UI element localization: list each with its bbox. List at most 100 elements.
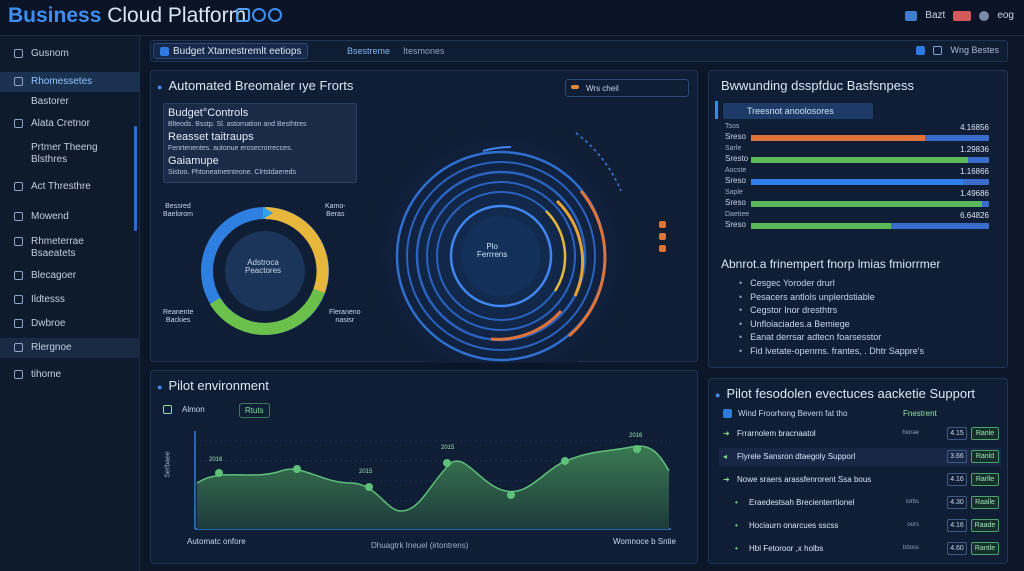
row-caption: Tsos — [725, 123, 740, 130]
row-meta: bboss — [902, 545, 919, 551]
top-toolbar: Budget Xtamestremlt eetiops Bsestreme It… — [150, 40, 1008, 62]
nav-icon — [14, 237, 23, 246]
donut-center — [225, 231, 305, 311]
row-label: Sreso — [725, 220, 746, 229]
row-status-badge[interactable]: Raade — [971, 519, 999, 532]
header-label[interactable]: eog — [997, 10, 1014, 21]
expand-icon[interactable] — [933, 45, 943, 55]
row-label: Sresto — [725, 154, 749, 163]
sidebar-item[interactable]: Ildtesss — [0, 290, 140, 310]
tab-secondary[interactable]: Itesmones — [403, 46, 445, 56]
bullet-item: Cegstor Inor dresthtrs — [739, 304, 924, 318]
table-row[interactable]: ➜ Frrarnolem bracnaatol hiorae 4.15 Ranle — [719, 425, 1001, 443]
brand-title[interactable]: Business Cloud Platform — [8, 4, 246, 28]
chart-annotation: 2015 — [441, 445, 455, 451]
row-arrow-icon: • — [735, 544, 738, 553]
sidebar-item-label: Gusnom — [31, 48, 69, 59]
donut-label-tl: Bessred Baelorom — [163, 203, 193, 218]
legend-icon — [163, 405, 172, 414]
sidebar-item-label: Bastorer — [31, 96, 69, 107]
brand-part2: Cloud Platform — [101, 4, 247, 27]
app-header: Business Cloud Platform Bazt eog — [0, 0, 1024, 36]
notification-icon[interactable] — [905, 10, 918, 21]
sidebar-item[interactable]: Gusnom — [0, 44, 140, 64]
legend-label: Almon — [182, 405, 205, 414]
sidebar-item[interactable]: Blecagoer — [0, 266, 140, 286]
reset-heading: Reasset taitraups — [168, 131, 254, 143]
row-caption: Sarle — [725, 145, 742, 152]
progress-fill — [751, 223, 892, 229]
campaign-heading: Gaiamupe — [168, 155, 219, 167]
selected-metric[interactable]: Treesnot anoolosores — [715, 101, 873, 119]
sidebar-item[interactable]: Rhmeterrae Bsaeatets — [0, 232, 140, 264]
tab-primary[interactable]: Bsestreme — [347, 46, 391, 56]
row-score: 4.16 — [947, 519, 967, 532]
sidebar-item[interactable]: Dwbroe — [0, 314, 140, 334]
row-score: 4.30 — [947, 496, 967, 509]
budget-heading: Budget°Controls — [168, 107, 249, 119]
row-caption: Daetiee — [725, 211, 750, 218]
panel-title: Bwwunding dsspfduc Basfsnpess — [721, 78, 914, 93]
nav-icon — [14, 49, 23, 58]
row-score: 4.16 — [947, 473, 967, 486]
table-row[interactable]: ◂ Flyrele Sansron dtaegoly Supporl 3.66 Ran… — [719, 448, 1001, 466]
row-value: 6.64826 — [960, 211, 989, 220]
reset-sub: Fenrtenentes. autonue erosecrorrecces. — [168, 145, 293, 152]
panel-search-input[interactable]: Wrs cheil — [565, 79, 689, 97]
row-status-badge[interactable]: Rarlle — [971, 473, 999, 486]
row-status-badge[interactable]: Rantle — [971, 542, 999, 555]
donut-yellow-arc — [264, 207, 329, 294]
breadcrumb-chip[interactable]: Budget Xtamestremlt eetiops — [153, 43, 309, 59]
row-status-badge[interactable]: Raalle — [971, 496, 999, 509]
table-row[interactable]: ➜ Nowe sraers arassfenrorent Ssa bous 4.16… — [719, 471, 1001, 489]
row-status-badge[interactable]: Ranld — [971, 450, 999, 463]
sidebar-item[interactable]: Prtmer Theeng Blsthres — [0, 138, 140, 170]
performance-panel: Bwwunding dsspfduc Basfsnpess Treesnot a… — [708, 70, 1008, 368]
bullet-list: Cesgec Yoroder drurlPesacers antlols unp… — [739, 277, 924, 359]
chart-annotation: 2016 — [629, 433, 643, 439]
row-caption: Aocste — [725, 167, 747, 174]
area-chart — [194, 431, 671, 530]
sidebar-item-label: tihome — [31, 369, 62, 380]
bullet-item: Unfloiaciades.a Bemiege — [739, 318, 924, 332]
sidebar-scrollbar[interactable] — [134, 126, 137, 231]
user-name[interactable]: Bazt — [925, 10, 946, 21]
chart-legend: Almon — [163, 405, 205, 414]
donut-label-bl: Reanente Backies — [163, 309, 194, 324]
nav-icon — [14, 182, 23, 191]
sidebar-item[interactable]: Act Thresthre — [0, 177, 140, 197]
progress-fill — [751, 179, 963, 185]
flag-icon[interactable] — [953, 10, 972, 21]
row-label: Sreso — [725, 132, 746, 141]
row-score: 4.60 — [947, 542, 967, 555]
x-label-left: Automatc onfore — [187, 537, 246, 546]
sidebar-item[interactable]: tihome — [0, 365, 140, 385]
toolbar-right-label[interactable]: Wng Bestes — [950, 45, 999, 55]
panel-title: ● Pilot environment — [157, 378, 269, 393]
table-row[interactable]: • Hociaurn onarcues sscss oors 4.16 Raade — [719, 517, 1001, 535]
settings-icon[interactable] — [979, 10, 990, 21]
row-text: Flyrele Sansron dtaegoly Supporl — [737, 452, 856, 461]
sidebar-item[interactable]: Rlergnoe — [0, 338, 140, 358]
table-row[interactable]: • Eraedestsah Brecienterrtionel iorbs 4.30 R… — [719, 494, 1001, 512]
bullet-item: Eanat derrsar adtecn foarsesstor — [739, 331, 924, 345]
sidebar-item[interactable]: Alata Cretnor — [0, 114, 140, 134]
header-actions: Bazt eog — [905, 10, 1014, 21]
sidebar-item[interactable]: Mowend — [0, 207, 140, 227]
status-column-label: Fnestrent — [903, 409, 937, 418]
row-status-badge[interactable]: Ranle — [971, 427, 999, 440]
row-score: 3.66 — [947, 450, 967, 463]
sidebar-item[interactable]: Rhomessetes — [0, 72, 140, 92]
user-icon[interactable] — [916, 45, 926, 55]
sidebar-item[interactable]: Bastorer — [0, 92, 140, 112]
donut-green-arc — [209, 288, 325, 335]
nav-icon — [14, 77, 23, 86]
row-text: Nowe sraers arassfenrorent Ssa bous — [737, 475, 872, 484]
chart-annotation: 2016 — [209, 457, 223, 463]
row-value: 4.16856 — [960, 123, 989, 132]
nav-icon — [14, 295, 23, 304]
status-chip[interactable]: Rtuts — [239, 403, 270, 418]
table-row[interactable]: • Hbl Fetoroor ,x holbs bboss 4.60 Rantle — [719, 540, 1001, 558]
bullet-item: Cesgec Yoroder drurl — [739, 277, 924, 291]
folder-icon — [160, 46, 169, 56]
